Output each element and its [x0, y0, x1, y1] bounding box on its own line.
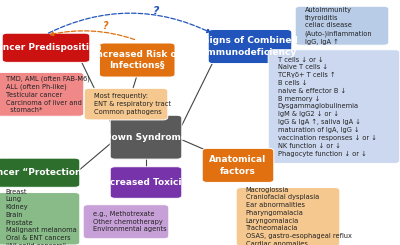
Text: ?: ? [103, 21, 109, 31]
FancyBboxPatch shape [84, 88, 168, 120]
FancyBboxPatch shape [2, 33, 90, 62]
Text: Increased Toxicity: Increased Toxicity [100, 178, 192, 187]
FancyBboxPatch shape [0, 193, 80, 245]
Text: Down Syndrome: Down Syndrome [104, 133, 188, 142]
Text: Most frequently:
ENT & respiratory tract
Common pathogens: Most frequently: ENT & respiratory tract… [94, 93, 171, 115]
FancyBboxPatch shape [0, 158, 80, 187]
FancyBboxPatch shape [110, 167, 182, 198]
Text: Increased Risk of
Infections§: Increased Risk of Infections§ [93, 50, 181, 70]
FancyBboxPatch shape [236, 188, 340, 245]
Text: Macroglossia
Craniofacial dysplasia
Ear abnormalities
Pharyngomalacia
Laryngomal: Macroglossia Craniofacial dysplasia Ear … [246, 187, 352, 245]
Text: e.g., Methotrexate
Other chemotherapy
Environmental agents: e.g., Methotrexate Other chemotherapy En… [93, 211, 166, 233]
FancyBboxPatch shape [83, 205, 169, 239]
FancyBboxPatch shape [110, 115, 182, 159]
FancyBboxPatch shape [208, 29, 292, 63]
Text: T cells ↓ or ↓
Naive T cells ↓
TCRγδ+ T cells ↑
B cells ↓
naive & effector B ↓
B: T cells ↓ or ↓ Naive T cells ↓ TCRγδ+ T … [278, 57, 376, 157]
Text: Breast
Lung
Kidney
Brain
Prostate
Malignant melanoma
Oral & ENT cancers
“All sol: Breast Lung Kidney Brain Prostate Malign… [6, 189, 76, 245]
Text: Cancer “Protection”§: Cancer “Protection”§ [0, 168, 92, 177]
Text: TMD, AML (often FAB-M6)
ALL (often Ph-like)
Testicular cancer
Carcinoma of liver: TMD, AML (often FAB-M6) ALL (often Ph-li… [6, 75, 90, 113]
FancyBboxPatch shape [202, 148, 274, 182]
FancyBboxPatch shape [0, 73, 84, 116]
Text: Autoimmunity
thyroiditis
celiac disease
(Auto-)inflammation
IgG, IgA ↑: Autoimmunity thyroiditis celiac disease … [305, 7, 372, 45]
FancyBboxPatch shape [100, 43, 175, 77]
FancyBboxPatch shape [295, 6, 389, 45]
FancyBboxPatch shape [268, 50, 400, 163]
Text: Cancer Predisposition: Cancer Predisposition [0, 43, 102, 52]
Text: ?: ? [153, 6, 159, 16]
Text: Anatomical
factors: Anatomical factors [209, 155, 267, 176]
Text: Signs of Combined
Immunodeficiency: Signs of Combined Immunodeficiency [202, 36, 298, 57]
